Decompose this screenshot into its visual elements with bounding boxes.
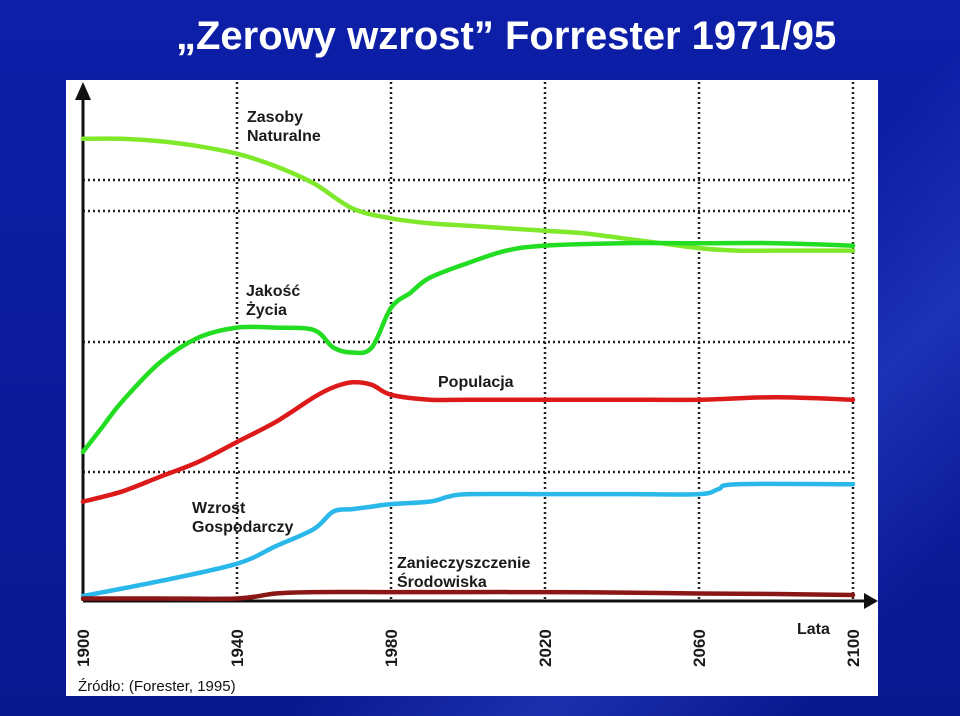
chart-panel: Zasoby Naturalne Jakość Życia Populacja Wzros… — [66, 80, 878, 696]
x-tick-1900: 1900 — [74, 629, 93, 667]
chart-source: Źródło: (Forester, 1995) — [78, 678, 236, 695]
x-tick-2060: 2060 — [690, 629, 709, 667]
series-label-line: Życia — [246, 301, 287, 319]
series-line-jakosc-zycia — [80, 240, 856, 455]
x-tick-2020: 2020 — [536, 629, 555, 667]
chart-series — [80, 136, 856, 602]
series-label-line: Środowiska — [397, 572, 487, 591]
y-axis-arrow — [75, 82, 91, 100]
series-label-line: Wzrost — [192, 500, 246, 517]
chart-series-labels: Zasoby Naturalne Jakość Życia Populacja Wzros… — [192, 109, 531, 591]
series-label-line: Jakość — [246, 283, 300, 300]
series-label-wzrost-gospodarczy: Wzrost Gospodarczy — [192, 500, 293, 536]
series-line-populacja — [80, 379, 856, 504]
series-line-zasoby-naturalne — [80, 136, 856, 254]
series-label-populacja: Populacja — [438, 374, 514, 391]
x-axis-label: Lata — [797, 621, 830, 638]
series-label-line: Zasoby — [247, 109, 303, 126]
series-label-zanieczyszczenie-srodowiska: Zanieczyszczenie Środowiska — [397, 555, 531, 591]
x-tick-2100: 2100 — [844, 629, 863, 667]
series-label-line: Populacja — [438, 374, 514, 391]
series-label-zasoby-naturalne: Zasoby Naturalne — [247, 109, 321, 145]
series-label-line: Zanieczyszczenie — [397, 555, 531, 572]
chart-svg: Zasoby Naturalne Jakość Życia Populacja Wzros… — [74, 82, 878, 695]
chart-grid — [83, 82, 855, 601]
chart-x-ticks: 1900 1940 1980 2020 2060 2100 — [74, 629, 863, 667]
slide-title: „Zerowy wzrost” Forrester 1971/95 — [176, 14, 837, 58]
series-line-wzrost-gospodarczy — [80, 481, 856, 599]
x-axis-arrow — [864, 593, 878, 609]
x-tick-1980: 1980 — [382, 629, 401, 667]
series-label-line: Gospodarczy — [192, 519, 293, 536]
series-label-line: Naturalne — [247, 128, 321, 145]
series-label-jakosc-zycia: Jakość Życia — [246, 283, 300, 319]
series-line-zanieczyszczenie-srodowiska — [80, 589, 856, 602]
x-tick-1940: 1940 — [228, 629, 247, 667]
